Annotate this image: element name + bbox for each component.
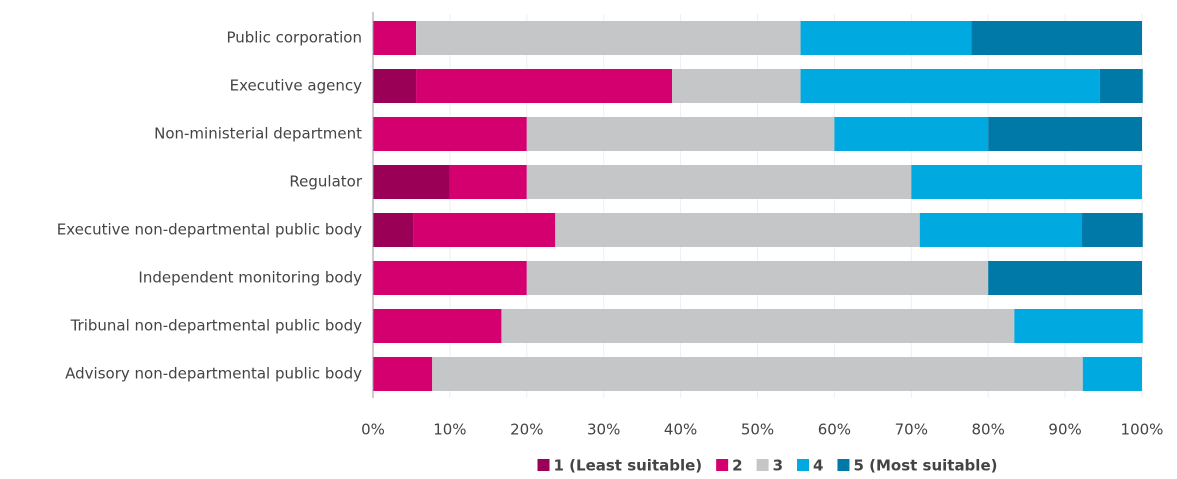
bar-segment (526, 261, 989, 295)
legend-label: 5 (Most suitable) (853, 457, 997, 475)
bar-segment (373, 165, 450, 199)
legend-label: 2 (732, 457, 742, 475)
y-tick-label: Non-ministerial department (154, 125, 362, 143)
bar-segment (449, 165, 527, 199)
bar-segment (834, 117, 989, 151)
bar-segment (413, 213, 556, 247)
bar-segment (373, 309, 502, 343)
legend-swatch (756, 459, 769, 471)
bar-segment (555, 213, 920, 247)
x-tick-label: 80% (972, 421, 1005, 439)
bar-segment (373, 69, 417, 103)
bar-segment (800, 69, 1100, 103)
legend-label: 1 (Least suitable) (554, 457, 703, 475)
y-tick-label: Advisory non-departmental public body (65, 365, 362, 383)
legend-label: 4 (813, 457, 823, 475)
bar-segment (1099, 69, 1143, 103)
bar-segment (919, 213, 1083, 247)
y-tick-label: Independent monitoring body (138, 269, 362, 287)
x-tick-label: 20% (510, 421, 543, 439)
bar-segment (988, 117, 1142, 151)
x-tick-label: 100% (1121, 421, 1164, 439)
legend-swatch (797, 459, 810, 471)
bar-segment (373, 117, 527, 151)
y-tick-label: Executive agency (230, 77, 362, 95)
bar-segment (800, 21, 972, 55)
legend-swatch (837, 459, 850, 471)
x-tick-label: 10% (433, 421, 466, 439)
bar-segment (971, 21, 1142, 55)
bar-segment (373, 261, 527, 295)
bar-segment (911, 165, 1142, 199)
bar-segment (526, 117, 835, 151)
bar-segment (373, 21, 417, 55)
bar-segment (416, 69, 673, 103)
bar-segment (672, 69, 801, 103)
y-tick-label: Executive non-departmental public body (57, 221, 362, 239)
x-tick-label: 90% (1048, 421, 1081, 439)
y-tick-label: Regulator (289, 173, 362, 191)
y-tick-label: Tribunal non-departmental public body (70, 317, 363, 335)
bar-segment (988, 261, 1142, 295)
x-tick-label: 30% (587, 421, 620, 439)
x-tick-label: 40% (664, 421, 697, 439)
y-tick-label: Public corporation (226, 29, 362, 47)
x-tick-label: 50% (741, 421, 774, 439)
bar-segment (416, 21, 801, 55)
x-tick-label: 60% (818, 421, 851, 439)
x-tick-label: 0% (361, 421, 385, 439)
legend-swatch (716, 459, 729, 471)
bar-segment (373, 357, 433, 391)
bar-segment (1014, 309, 1143, 343)
bar-segment (1082, 213, 1143, 247)
bar-segment (501, 309, 1015, 343)
bar-segment (526, 165, 912, 199)
legend-swatch (537, 459, 550, 471)
bar-segment (432, 357, 1083, 391)
x-tick-label: 70% (895, 421, 928, 439)
legend-label: 3 (773, 457, 783, 475)
bar-segment (373, 213, 414, 247)
bar-segment (1082, 357, 1142, 391)
